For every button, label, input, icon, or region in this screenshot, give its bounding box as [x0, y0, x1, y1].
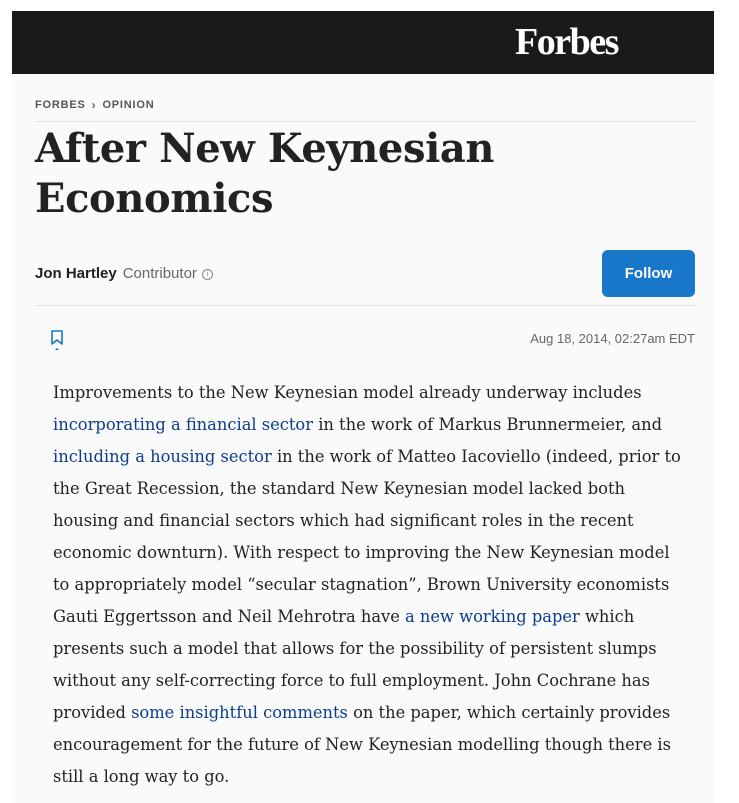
masthead: Forbes — [12, 11, 714, 74]
article-body: Improvements to the New Keynesian model … — [53, 377, 683, 793]
body-text: Improvements to the New Keynesian model … — [53, 383, 642, 402]
link-working-paper[interactable]: a new working paper — [405, 607, 580, 626]
body-text: in the work of Markus Brunnermeier, and — [313, 415, 663, 434]
bookmark-icon[interactable] — [50, 329, 64, 351]
page-title: After New Keynesian Economics — [35, 125, 495, 222]
breadcrumb-opinion[interactable]: OPINION — [102, 99, 155, 111]
breadcrumb: FORBES › OPINION — [35, 98, 155, 112]
publish-date: Aug 18, 2014, 02:27am EDT — [530, 331, 695, 346]
divider — [35, 305, 695, 306]
forbes-logo[interactable]: Forbes — [515, 21, 619, 63]
chevron-right-icon: › — [91, 98, 97, 112]
author-role: Contributor — [122, 265, 197, 282]
author-name[interactable]: Jon Hartley — [35, 265, 117, 282]
link-financial-sector[interactable]: incorporating a financial sector — [53, 415, 314, 434]
article-page: Forbes FORBES › OPINION After New Keynes… — [12, 11, 714, 803]
link-insightful-comments[interactable]: some insightful comments — [131, 703, 348, 722]
body-text: in the work of Matteo Iacoviello (indeed… — [53, 447, 681, 626]
link-housing-sector[interactable]: including a housing sector — [53, 447, 272, 466]
body-text: which presents such a model that allows … — [53, 607, 657, 722]
breadcrumb-forbes[interactable]: FORBES — [35, 99, 86, 111]
info-icon[interactable]: i — [201, 269, 213, 280]
divider — [35, 121, 695, 122]
body-text: on the paper, which certainly provides e… — [53, 703, 671, 786]
byline: Jon Hartley Contributor i — [35, 265, 213, 282]
follow-button[interactable]: Follow — [602, 250, 695, 297]
